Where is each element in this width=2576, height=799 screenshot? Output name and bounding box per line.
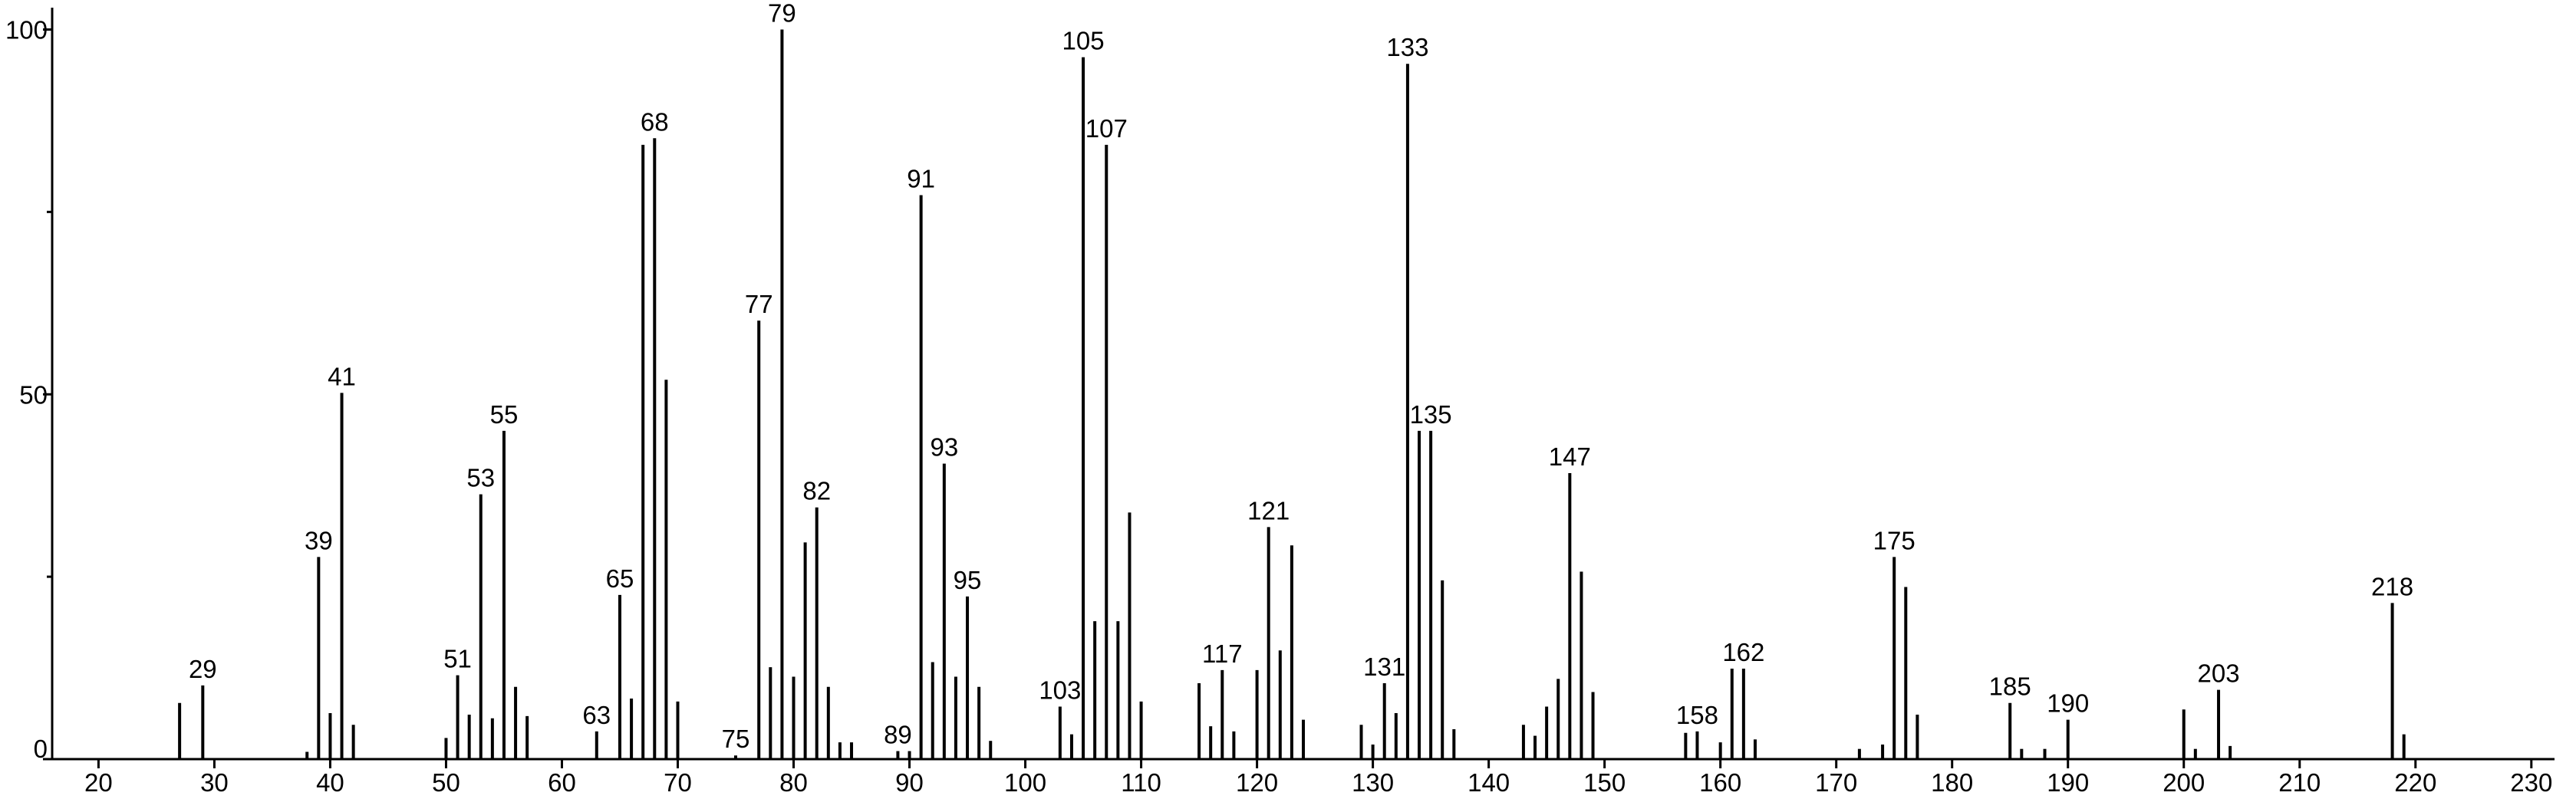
peak-label: 105	[1062, 27, 1105, 55]
peak-label: 131	[1363, 653, 1405, 681]
peak-label: 218	[2371, 572, 2413, 600]
x-tick-label: 170	[1815, 768, 1857, 797]
x-tick-label: 20	[84, 768, 113, 797]
peak-label: 68	[641, 107, 669, 136]
peak-label: 75	[722, 725, 750, 753]
peak-label: 29	[189, 655, 217, 683]
peak-label: 63	[582, 701, 611, 729]
peak-label: 133	[1386, 33, 1428, 61]
peak-label: 107	[1085, 114, 1128, 143]
peak-label: 158	[1676, 701, 1718, 729]
x-tick-label: 90	[895, 768, 924, 797]
peak-label: 39	[305, 526, 333, 554]
peak-label: 53	[466, 464, 495, 492]
x-tick-label: 160	[1699, 768, 1741, 797]
peak-label: 185	[1989, 672, 2031, 701]
peak-label: 91	[907, 164, 935, 192]
x-tick-label: 120	[1236, 768, 1278, 797]
peak-label: 135	[1410, 400, 1452, 429]
x-tick-label: 100	[1004, 768, 1046, 797]
peak-label: 82	[802, 477, 831, 505]
peak-label: 117	[1202, 640, 1243, 668]
x-tick-label: 80	[779, 768, 808, 797]
peak-label: 77	[745, 290, 773, 318]
peak-label: 162	[1722, 638, 1764, 666]
peak-label: 121	[1247, 496, 1290, 524]
peak-label: 41	[328, 362, 356, 390]
peak-label: 89	[884, 721, 912, 749]
x-tick-label: 210	[2278, 768, 2321, 797]
x-tick-label: 230	[2510, 768, 2552, 797]
y-tick-label: 50	[19, 380, 48, 409]
x-tick-label: 40	[316, 768, 344, 797]
peak-label: 55	[490, 400, 519, 429]
x-tick-label: 70	[664, 768, 692, 797]
x-tick-label: 150	[1583, 768, 1626, 797]
x-tick-label: 200	[2163, 768, 2205, 797]
x-tick-label: 180	[1931, 768, 1973, 797]
peak-label: 175	[1873, 526, 1916, 554]
x-tick-label: 110	[1121, 768, 1161, 797]
peak-label: 147	[1549, 442, 1591, 471]
x-tick-label: 60	[548, 768, 576, 797]
peak-label: 79	[768, 0, 796, 28]
peak-label: 93	[930, 433, 958, 462]
x-tick-label: 140	[1468, 768, 1510, 797]
x-tick-label: 30	[200, 768, 229, 797]
peak-label: 95	[954, 566, 982, 594]
peak-label: 103	[1039, 676, 1081, 704]
x-tick-label: 130	[1352, 768, 1394, 797]
peak-label: 51	[443, 645, 472, 673]
peak-label: 203	[2198, 659, 2240, 688]
peak-label: 65	[606, 564, 634, 593]
x-tick-label: 50	[432, 768, 460, 797]
y-tick-label: 100	[5, 16, 48, 44]
y-tick-label: 0	[34, 735, 48, 763]
x-tick-label: 220	[2394, 768, 2436, 797]
peak-label: 190	[2047, 689, 2089, 718]
x-tick-label: 190	[2047, 768, 2089, 797]
